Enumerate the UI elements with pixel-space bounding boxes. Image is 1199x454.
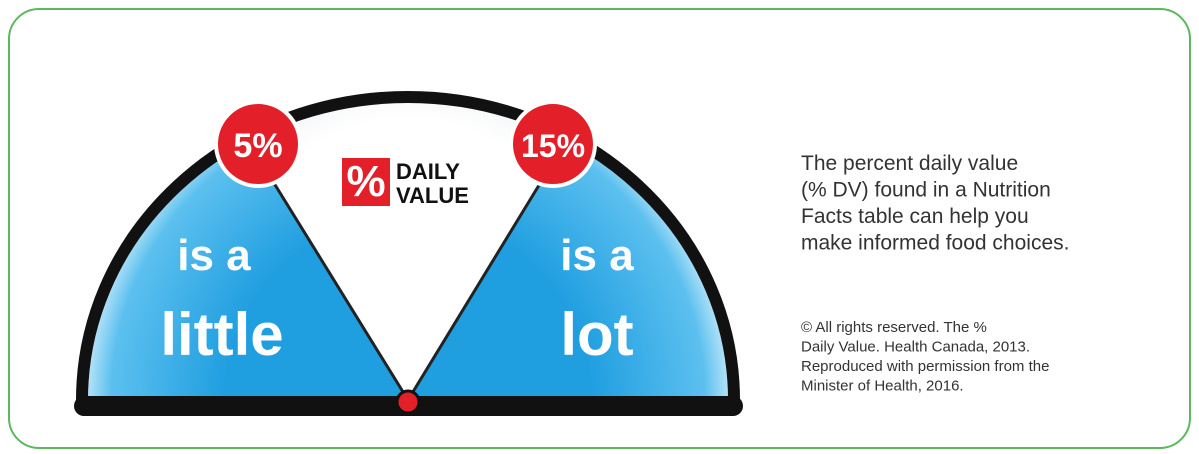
- credit-line: Minister of Health, 2016.: [801, 378, 964, 395]
- page: 5% 15% % DAILY VALUE is a little is a lo…: [0, 0, 1199, 454]
- description-line: The percent daily value: [801, 152, 1018, 175]
- credit-line: Daily Value. Health Canada, 2013.: [801, 339, 1030, 356]
- badge-line: VALUE: [396, 183, 469, 208]
- badge-line: DAILY: [396, 159, 460, 184]
- percent-glyph: %: [346, 157, 385, 206]
- credit-line: © All rights reserved. The %: [801, 319, 987, 336]
- description-line: make informed food choices.: [801, 232, 1069, 255]
- description-line: Facts table can help you: [801, 205, 1029, 228]
- right-label-bottom: lot: [560, 301, 633, 368]
- infographic: 5% 15% % DAILY VALUE is a little is a lo…: [0, 0, 1199, 454]
- right-marker: 15%: [521, 128, 585, 164]
- credit-line: Reproduced with permission from the: [801, 358, 1049, 375]
- pivot: [397, 391, 419, 413]
- right-label-top: is a: [560, 231, 634, 280]
- credit: © All rights reserved. The % Daily Value.…: [801, 319, 1049, 395]
- left-label-bottom: little: [160, 301, 283, 368]
- description: The percent daily value (% DV) found in a…: [801, 152, 1069, 255]
- left-label-top: is a: [177, 231, 251, 280]
- description-line: (% DV) found in a Nutrition: [801, 179, 1051, 202]
- left-marker: 5%: [233, 127, 282, 165]
